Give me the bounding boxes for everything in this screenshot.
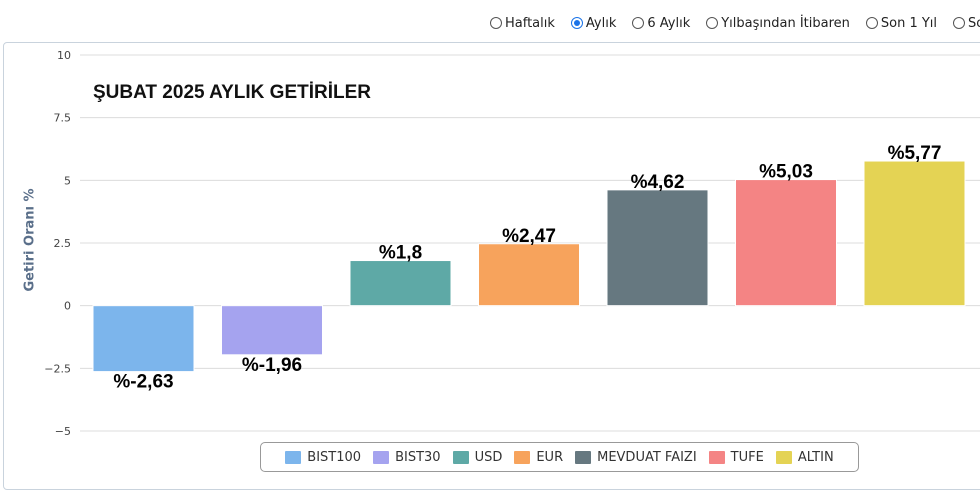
period-option-label: Son 3 Yıl (968, 15, 980, 31)
bar-value-label: %-1,96 (242, 355, 302, 376)
bar[interactable] (221, 305, 323, 356)
y-tick-label: 7.5 (54, 112, 72, 125)
legend-label: EUR (536, 449, 564, 465)
period-option-4[interactable]: Son 1 Yıl (865, 15, 938, 31)
radio-button[interactable] (706, 17, 719, 29)
legend-label: BIST100 (307, 449, 362, 465)
period-option-label: Son 1 Yıl (880, 15, 938, 31)
legend-swatch (708, 450, 725, 464)
y-axis-label: Getiri Oranı % (22, 188, 38, 292)
bar-value-label: %-2,63 (113, 372, 173, 393)
y-tick-label: 2.5 (54, 237, 72, 250)
bar[interactable] (606, 189, 709, 307)
legend-swatch (452, 450, 469, 464)
period-option-label: Haftalık (505, 15, 555, 31)
period-option-label: 6 Aylık (647, 15, 691, 31)
radio-button[interactable] (570, 17, 583, 29)
legend-swatch (285, 450, 302, 464)
bar[interactable] (735, 179, 837, 307)
legend-label: TUFE (730, 449, 764, 465)
legend-label: MEVDUAT FAIZI (597, 449, 697, 465)
legend-swatch (373, 450, 390, 464)
legend-item[interactable]: TUFE (708, 449, 764, 465)
y-tick-label: −2.5 (44, 362, 71, 375)
legend-swatch (575, 450, 592, 464)
bar-value-label: %2,47 (502, 226, 556, 247)
legend-swatch (514, 450, 531, 464)
bar[interactable] (863, 160, 966, 307)
period-option-2[interactable]: 6 Aylık (632, 16, 690, 31)
radio-button[interactable] (632, 17, 645, 29)
bar-value-label: %1,8 (379, 243, 422, 264)
period-option-label: Yılbaşından İtibaren (721, 15, 850, 31)
y-tick-label: 0 (64, 300, 71, 313)
bar[interactable] (478, 243, 580, 307)
legend-item[interactable]: MEVDUAT FAIZI (575, 450, 697, 465)
legend-swatch (775, 450, 792, 464)
period-option-5[interactable]: Son 3 Yıl (953, 16, 980, 31)
radio-button[interactable] (490, 17, 502, 29)
legend-item[interactable]: USD (452, 449, 503, 465)
bar[interactable] (349, 260, 452, 307)
period-option-0[interactable]: Haftalık (490, 16, 555, 31)
bar[interactable] (92, 305, 195, 373)
y-tick-label: 10 (57, 49, 71, 62)
y-tick-label: 5 (64, 174, 71, 187)
legend-item[interactable]: ALTIN (775, 449, 834, 465)
bar-value-label: %4,62 (631, 172, 685, 193)
radio-button[interactable] (953, 17, 966, 29)
legend-item[interactable]: BIST100 (285, 450, 361, 465)
period-selector: Haftalık Aylık 6 Aylık Yılbaşından İtibaren… (490, 12, 980, 34)
chart-legend: BIST100 BIST30 USD EUR MEVDUAT FAIZI TUFE ALTI… (260, 442, 859, 472)
chart-container (3, 42, 980, 490)
radio-button[interactable] (865, 17, 878, 29)
legend-label: ALTIN (797, 449, 834, 465)
period-option-label: Aylık (585, 15, 617, 31)
chart-title: ŞUBAT 2025 AYLIK GETİRİLER (93, 82, 372, 103)
bar-value-label: %5,77 (888, 143, 942, 164)
legend-item[interactable]: BIST30 (373, 450, 441, 465)
legend-label: BIST30 (395, 449, 441, 465)
period-option-1[interactable]: Aylık (570, 15, 617, 31)
legend-label: USD (474, 449, 503, 465)
y-tick-label: −5 (55, 425, 71, 438)
bar-value-label: %5,03 (759, 162, 813, 183)
period-option-3[interactable]: Yılbaşından İtibaren (706, 16, 850, 31)
legend-item[interactable]: EUR (514, 450, 563, 465)
